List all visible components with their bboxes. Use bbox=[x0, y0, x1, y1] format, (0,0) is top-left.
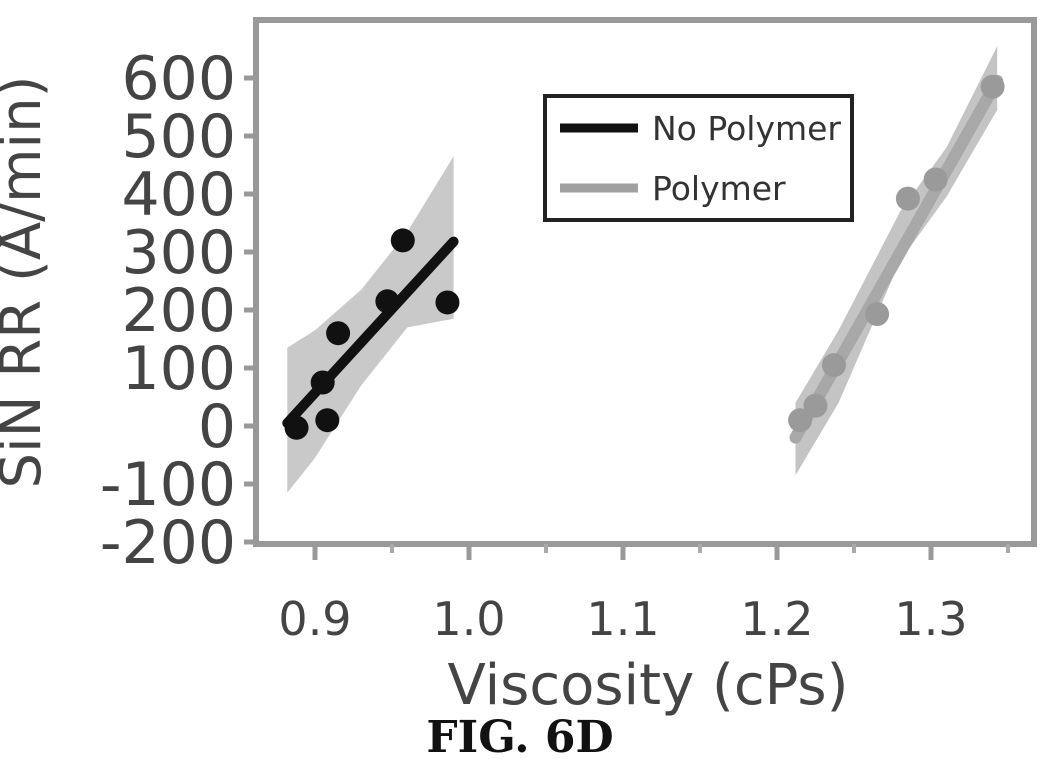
legend-label-polymer: Polymer bbox=[652, 169, 786, 208]
data-point-polymer bbox=[865, 302, 889, 326]
y-tick-label: -200 bbox=[100, 508, 236, 578]
data-point-polymer bbox=[804, 394, 828, 418]
data-point-no-polymer bbox=[391, 228, 415, 252]
x-tick-label: 1.0 bbox=[432, 592, 505, 646]
data-point-no-polymer bbox=[285, 416, 309, 440]
x-tick-label: 1.3 bbox=[894, 592, 967, 646]
x-tick-label: 1.2 bbox=[740, 592, 813, 646]
x-tick-label: 1.1 bbox=[586, 592, 659, 646]
figure-caption: FIG. 6D bbox=[426, 712, 613, 759]
data-point-polymer bbox=[924, 168, 948, 192]
data-point-no-polymer bbox=[326, 321, 350, 345]
x-axis-ticks: 0.9 1.0 1.1 1.2 1.3 bbox=[278, 544, 967, 646]
legend-label-no-polymer: No Polymer bbox=[652, 109, 841, 148]
data-point-no-polymer bbox=[315, 408, 339, 432]
data-point-no-polymer bbox=[435, 290, 459, 314]
data-point-polymer bbox=[896, 187, 920, 211]
data-point-no-polymer bbox=[311, 371, 335, 395]
y-axis-title: SiN RR (Å/min) bbox=[0, 76, 54, 489]
x-axis-title: Viscosity (cPs) bbox=[448, 653, 849, 718]
legend: No Polymer Polymer bbox=[545, 96, 852, 220]
x-tick-label: 0.9 bbox=[278, 592, 351, 646]
y-axis-ticks: 6005004003002001000-100-200 bbox=[100, 44, 256, 578]
confidence-band-no-polymer bbox=[287, 156, 453, 492]
data-point-no-polymer bbox=[375, 289, 399, 313]
data-point-polymer bbox=[981, 75, 1005, 99]
data-point-polymer bbox=[822, 353, 846, 377]
